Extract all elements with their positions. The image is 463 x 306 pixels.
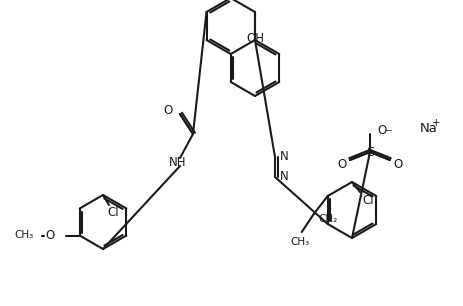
Text: O: O — [164, 105, 173, 118]
Text: Cl: Cl — [107, 207, 119, 219]
Text: O: O — [377, 124, 386, 136]
Text: OH: OH — [246, 32, 264, 46]
Text: N: N — [280, 170, 289, 184]
Text: O: O — [45, 229, 54, 242]
Text: CH₃: CH₃ — [290, 237, 309, 247]
Text: Na: Na — [420, 121, 438, 135]
Text: S: S — [366, 145, 374, 159]
Text: N: N — [280, 151, 289, 163]
Text: +: + — [432, 118, 441, 128]
Text: O: O — [338, 158, 347, 170]
Text: Cl: Cl — [362, 193, 374, 207]
Text: O: O — [394, 158, 403, 170]
Text: CH₂: CH₂ — [319, 214, 338, 224]
Text: CH₃: CH₃ — [14, 230, 33, 241]
Text: −: − — [384, 125, 392, 135]
Text: NH: NH — [169, 156, 187, 170]
